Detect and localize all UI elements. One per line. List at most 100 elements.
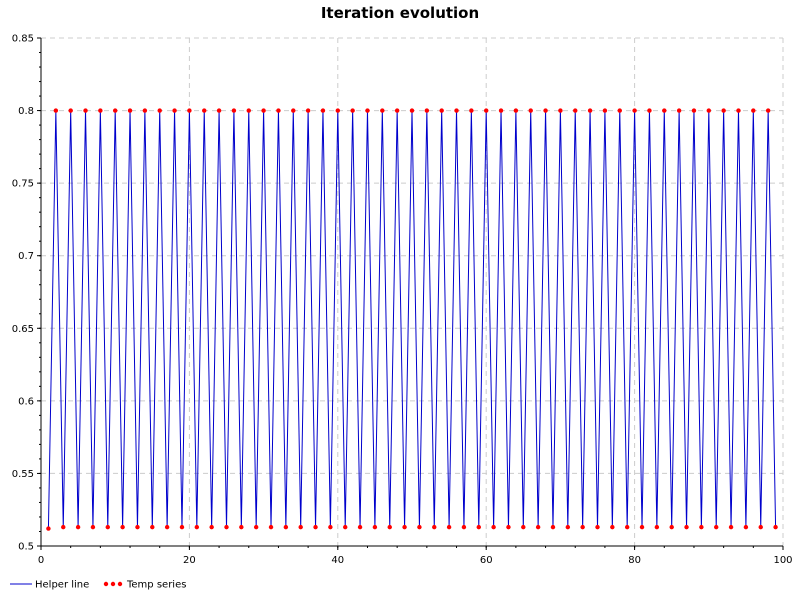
data-point-temp-series — [446, 524, 452, 530]
data-point-temp-series — [506, 524, 511, 530]
data-point-temp-series — [587, 108, 593, 113]
data-point-temp-series — [409, 108, 415, 113]
x-tick-label: 0 — [38, 555, 44, 566]
data-point-temp-series — [632, 108, 637, 113]
data-point-temp-series — [142, 108, 148, 113]
data-point-temp-series — [216, 108, 222, 113]
x-tick-label: 60 — [480, 555, 493, 566]
chart-title: Iteration evolution — [320, 4, 480, 22]
series-line-helper-line — [47, 110, 777, 529]
data-point-temp-series — [239, 524, 244, 530]
data-point-temp-series — [105, 524, 110, 530]
data-point-temp-series — [432, 524, 437, 530]
data-point-temp-series — [90, 524, 96, 530]
data-point-temp-series — [610, 524, 615, 530]
data-point-temp-series — [350, 108, 355, 113]
data-point-temp-series — [513, 108, 519, 113]
x-tick-label: 20 — [183, 555, 196, 566]
y-tick-label: 0.55 — [12, 469, 34, 480]
data-point-temp-series — [484, 108, 489, 113]
data-point-temp-series — [194, 524, 200, 530]
data-point-temp-series — [580, 524, 585, 530]
y-tick-label: 0.6 — [18, 396, 34, 407]
data-point-temp-series — [164, 524, 170, 530]
data-point-temp-series — [135, 524, 140, 530]
data-point-temp-series — [714, 524, 719, 530]
data-point-temp-series — [721, 108, 726, 113]
data-point-temp-series — [75, 524, 81, 530]
data-point-temp-series — [595, 524, 600, 530]
data-point-temp-series — [253, 524, 259, 530]
data-point-temp-series — [261, 108, 266, 113]
data-point-temp-series — [654, 524, 660, 530]
data-point-temp-series — [550, 524, 556, 530]
data-point-temp-series — [728, 524, 734, 530]
data-point-temp-series — [320, 108, 326, 113]
data-point-temp-series — [224, 524, 229, 530]
legend-swatch-marker — [110, 581, 116, 587]
data-point-temp-series — [743, 524, 749, 530]
y-tick-label: 0.5 — [18, 542, 34, 553]
data-point-temp-series — [313, 524, 318, 530]
data-point-temp-series — [439, 108, 444, 113]
data-point-temp-series — [751, 108, 756, 113]
data-point-temp-series — [231, 108, 237, 113]
data-point-temp-series — [372, 524, 378, 530]
legend-swatch-marker — [103, 581, 109, 587]
data-point-temp-series — [424, 108, 430, 113]
data-point-temp-series — [528, 108, 533, 113]
data-point-temp-series — [624, 524, 630, 530]
data-point-temp-series — [209, 524, 214, 530]
data-point-temp-series — [736, 108, 741, 113]
data-point-temp-series — [669, 524, 674, 530]
data-point-temp-series — [365, 108, 370, 113]
data-point-temp-series — [268, 524, 274, 530]
data-point-temp-series — [283, 524, 289, 530]
data-point-temp-series — [291, 108, 296, 113]
data-point-temp-series — [187, 108, 192, 113]
data-point-temp-series — [461, 524, 467, 530]
data-point-temp-series — [53, 108, 59, 113]
legend-label: Temp series — [126, 580, 186, 591]
x-tick-label: 100 — [773, 555, 792, 566]
y-tick-label: 0.7 — [18, 251, 34, 262]
data-point-temp-series — [276, 108, 281, 113]
y-tick-label: 0.8 — [18, 106, 34, 117]
series-layer — [46, 108, 778, 531]
data-point-temp-series — [335, 108, 340, 113]
x-tick-label: 40 — [331, 555, 344, 566]
y-tick-label: 0.85 — [12, 34, 34, 45]
data-point-temp-series — [676, 108, 682, 113]
legend-swatch-marker — [117, 581, 123, 587]
data-point-temp-series — [380, 108, 385, 113]
data-point-temp-series — [202, 108, 207, 113]
data-point-temp-series — [543, 108, 548, 113]
data-point-temp-series — [127, 108, 133, 113]
y-tick-label: 0.75 — [12, 179, 34, 190]
data-point-temp-series — [558, 108, 563, 113]
data-point-temp-series — [298, 524, 303, 530]
data-point-temp-series — [402, 524, 407, 530]
data-point-temp-series — [691, 108, 697, 113]
data-point-temp-series — [765, 108, 771, 113]
axes-layer: 0.5 0.55 0.6 0.65 0.7 0.75 0.8 0.85 0 20 40 60 80 100 — [12, 34, 793, 567]
data-point-temp-series — [157, 108, 162, 113]
data-point-temp-series — [476, 524, 481, 530]
data-point-temp-series — [617, 108, 622, 113]
data-point-temp-series — [120, 524, 125, 530]
data-point-temp-series — [46, 526, 51, 531]
data-point-temp-series — [417, 524, 422, 530]
data-point-temp-series — [573, 108, 578, 113]
data-point-temp-series — [602, 108, 608, 113]
data-point-temp-series — [68, 108, 73, 113]
data-point-temp-series — [469, 108, 474, 113]
data-point-temp-series — [343, 524, 348, 530]
data-point-temp-series — [387, 524, 392, 530]
x-tick-label: 80 — [628, 555, 641, 566]
data-point-temp-series — [491, 524, 496, 530]
data-point-temp-series — [98, 108, 103, 113]
data-point-temp-series — [113, 108, 118, 113]
data-point-temp-series — [305, 108, 311, 113]
data-point-temp-series — [328, 524, 333, 530]
data-point-temp-series — [773, 524, 778, 530]
